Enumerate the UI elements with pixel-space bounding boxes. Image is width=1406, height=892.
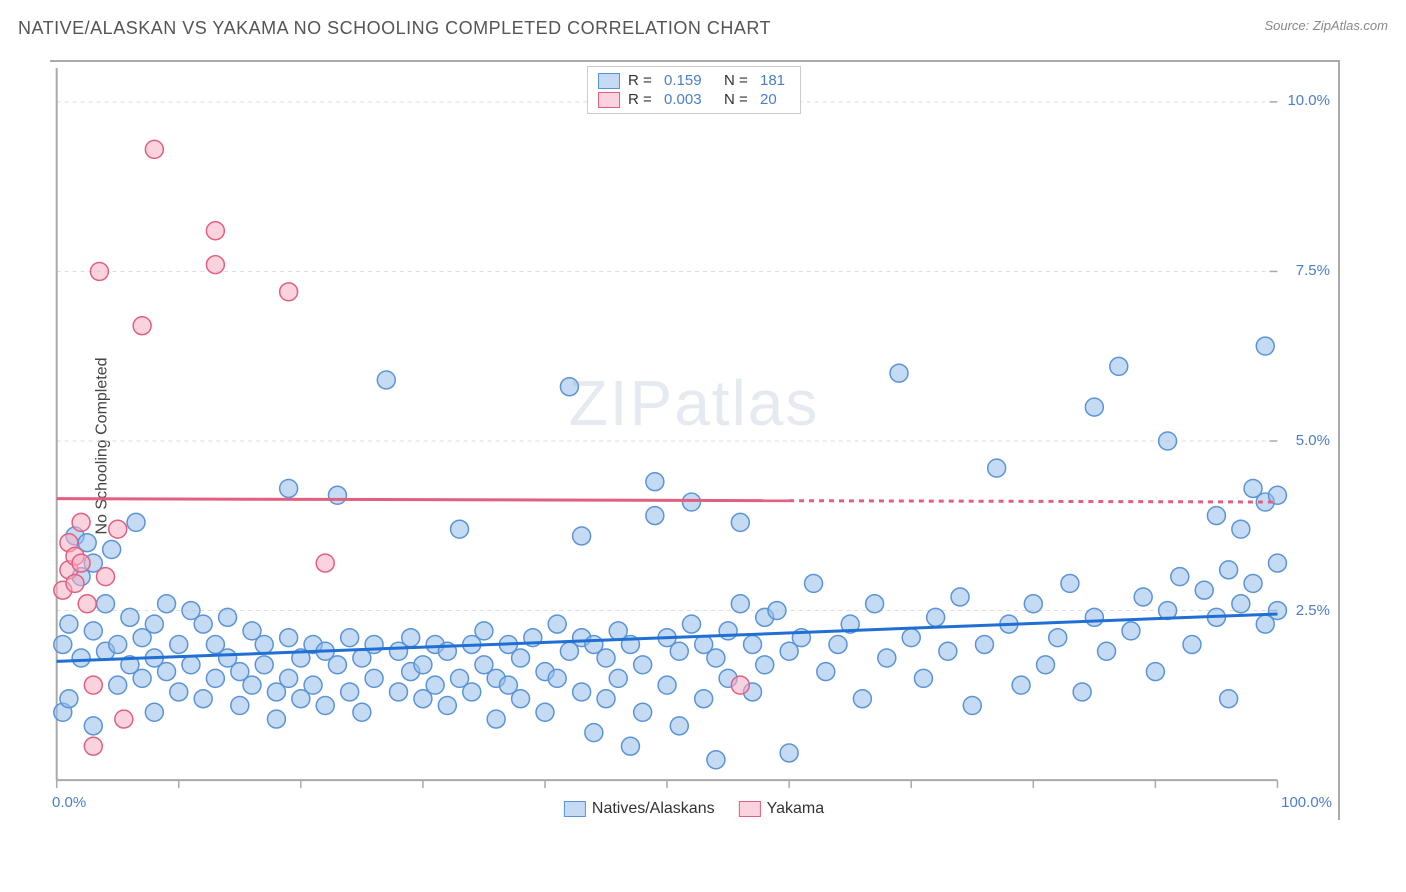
- legend-series: Natives/Alaskans Yakama: [564, 800, 824, 818]
- legend-series-swatch-1: [739, 801, 761, 817]
- y-tick-label: 10.0%: [1287, 92, 1330, 109]
- legend-series-item-0: Natives/Alaskans: [564, 800, 715, 818]
- x-tick-min: 0.0%: [52, 794, 86, 811]
- legend-n-value-0: 181: [760, 72, 790, 89]
- legend-stats-row-0: R = 0.159 N = 181: [598, 71, 790, 90]
- legend-r-label-1: R =: [628, 91, 656, 108]
- legend-n-label-1: N =: [724, 91, 752, 108]
- y-tick-label: 7.5%: [1296, 262, 1330, 279]
- source-attribution: Source: ZipAtlas.com: [1264, 18, 1388, 33]
- y-tick-label: 5.0%: [1296, 432, 1330, 449]
- legend-r-value-1: 0.003: [664, 91, 716, 108]
- legend-r-label-0: R =: [628, 72, 656, 89]
- legend-stats-row-1: R = 0.003 N = 20: [598, 90, 790, 109]
- legend-series-item-1: Yakama: [739, 800, 825, 818]
- legend-series-label-1: Yakama: [767, 800, 825, 818]
- legend-series-swatch-0: [564, 801, 586, 817]
- legend-n-value-1: 20: [760, 91, 790, 108]
- legend-series-label-0: Natives/Alaskans: [592, 800, 715, 818]
- x-tick-max: 100.0%: [1281, 794, 1332, 811]
- plot-area: ZIPatlas R = 0.159 N = 181 R = 0.003 N =…: [50, 60, 1340, 820]
- legend-swatch-0: [598, 73, 620, 89]
- legend-r-value-0: 0.159: [664, 72, 716, 89]
- legend-n-label-0: N =: [724, 72, 752, 89]
- source-name: ZipAtlas.com: [1313, 18, 1388, 33]
- chart-title: NATIVE/ALASKAN VS YAKAMA NO SCHOOLING CO…: [18, 18, 771, 39]
- legend-swatch-1: [598, 92, 620, 108]
- source-prefix: Source:: [1264, 18, 1312, 33]
- scatter-svg: [50, 62, 1338, 820]
- y-tick-label: 2.5%: [1296, 602, 1330, 619]
- legend-stats: R = 0.159 N = 181 R = 0.003 N = 20: [587, 66, 801, 114]
